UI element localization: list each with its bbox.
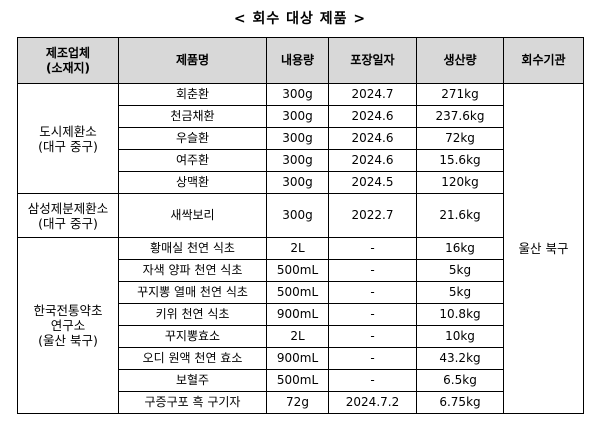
- product-production: 5kg: [416, 281, 504, 304]
- product-name: 구증구포 흑 구기자: [118, 391, 267, 414]
- product-volume: 500mL: [266, 369, 329, 392]
- table-row: 보혈주 500mL - 6.5kg: [18, 369, 584, 392]
- header-maker-line1: 제조업체: [45, 45, 91, 60]
- product-volume: 900mL: [266, 303, 329, 326]
- product-production: 237.6kg: [416, 105, 504, 128]
- maker-name: 삼성제분제환소: [27, 200, 109, 216]
- table-row: 꾸지뽕효소 2L - 10kg: [18, 325, 584, 348]
- product-pack-date: -: [328, 259, 417, 282]
- product-name: 보혈주: [118, 369, 267, 392]
- product-volume: 300g: [266, 127, 329, 150]
- product-pack-date: 2022.7: [328, 193, 417, 238]
- header-maker: 제조업체 (소재지): [17, 37, 119, 84]
- product-production: 72kg: [416, 127, 504, 150]
- maker-location: (대구 중구): [38, 138, 98, 154]
- product-pack-date: -: [328, 303, 417, 326]
- product-volume: 500mL: [266, 281, 329, 304]
- header-pack-date: 포장일자: [328, 37, 417, 84]
- product-name: 새싹보리: [118, 193, 267, 238]
- product-production: 16kg: [416, 237, 504, 260]
- product-name: 꾸지뽕 열매 천연 식초: [118, 281, 267, 304]
- product-pack-date: -: [328, 347, 417, 370]
- product-volume: 300g: [266, 105, 329, 128]
- header-volume: 내용량: [266, 37, 329, 84]
- table-row: 도시제환소 (대구 중구) 회춘환 300g 2024.7 271kg 울산 북…: [17, 83, 584, 414]
- product-pack-date: 2024.7: [328, 83, 417, 106]
- product-production: 5kg: [416, 259, 504, 282]
- product-production: 10.8kg: [416, 303, 504, 326]
- table-row: 한국전통약초 연구소 (울산 북구) 황매실 천연 식초 2L - 16kg: [17, 237, 584, 414]
- product-name: 자색 양파 천연 식초: [118, 259, 267, 282]
- product-production: 15.6kg: [416, 149, 504, 172]
- product-pack-date: 2024.6: [328, 105, 417, 128]
- product-volume: 500mL: [266, 259, 329, 282]
- maker-name: 한국전통약초: [33, 303, 103, 318]
- product-volume: 300g: [266, 171, 329, 194]
- table-row: 자색 양파 천연 식초 500mL - 5kg: [18, 259, 584, 282]
- maker-cell: 삼성제분제환소 (대구 중구): [17, 193, 119, 238]
- header-agency: 회수기관: [503, 37, 584, 84]
- table-row: 상맥환 300g 2024.5 120kg: [18, 171, 584, 194]
- product-name: 황매실 천연 식초: [118, 237, 267, 260]
- maker-name-cont: 연구소: [50, 318, 86, 333]
- product-production: 43.2kg: [416, 347, 504, 370]
- product-volume: 2L: [266, 237, 329, 260]
- product-pack-date: 2024.5: [328, 171, 417, 194]
- product-name: 여주환: [118, 149, 267, 172]
- product-volume: 900mL: [266, 347, 329, 370]
- product-pack-date: 2024.6: [328, 149, 417, 172]
- product-production: 10kg: [416, 325, 504, 348]
- product-volume: 300g: [266, 193, 329, 238]
- header-maker-line2: (소재지): [45, 60, 91, 75]
- product-name: 우슬환: [118, 127, 267, 150]
- table-row: 구증구포 흑 구기자 72g 2024.7.2 6.75kg: [18, 391, 584, 414]
- maker-cell: 도시제환소 (대구 중구): [17, 83, 119, 194]
- product-name: 천금채환: [118, 105, 267, 128]
- table-header-row: 제조업체 (소재지) 제품명 내용량 포장일자 생산량 회수기관: [17, 37, 584, 84]
- product-production: 271kg: [416, 83, 504, 106]
- product-volume: 2L: [266, 325, 329, 348]
- product-name: 회춘환: [118, 83, 267, 106]
- document-title: < 회수 대상 제품 >: [233, 11, 367, 27]
- table-row: 오디 원액 천연 효소 900mL - 43.2kg: [18, 347, 584, 370]
- product-production: 6.75kg: [416, 391, 504, 414]
- table-row: 삼성제분제환소 (대구 중구) 새싹보리 300g 2022.7 21.6kg: [17, 193, 584, 238]
- product-production: 21.6kg: [416, 193, 504, 238]
- product-pack-date: -: [328, 325, 417, 348]
- product-production: 120kg: [416, 171, 504, 194]
- agency-cell: 울산 북구: [503, 83, 584, 414]
- product-pack-date: -: [328, 369, 417, 392]
- maker-location: (대구 중구): [38, 215, 98, 231]
- product-production: 6.5kg: [416, 369, 504, 392]
- product-name: 상맥환: [118, 171, 267, 194]
- recall-products-table: 제조업체 (소재지) 제품명 내용량 포장일자 생산량 회수기관 도시제환소 (…: [17, 37, 584, 414]
- table-row: 꾸지뽕 열매 천연 식초 500mL - 5kg: [18, 281, 584, 304]
- product-pack-date: -: [328, 237, 417, 260]
- product-name: 꾸지뽕효소: [118, 325, 267, 348]
- product-volume: 300g: [266, 149, 329, 172]
- product-volume: 72g: [266, 391, 329, 414]
- maker-name: 도시제환소: [39, 123, 97, 139]
- header-production: 생산량: [416, 37, 504, 84]
- product-volume: 300g: [266, 83, 329, 106]
- product-pack-date: 2024.6: [328, 127, 417, 150]
- product-pack-date: 2024.7.2: [328, 391, 417, 414]
- product-name: 키위 천연 식초: [118, 303, 267, 326]
- product-name: 오디 원액 천연 효소: [118, 347, 267, 370]
- product-pack-date: -: [328, 281, 417, 304]
- maker-cell: 한국전통약초 연구소 (울산 북구): [17, 237, 119, 414]
- table-row: 여주환 300g 2024.6 15.6kg: [18, 149, 584, 172]
- maker-location: (울산 북구): [38, 333, 98, 348]
- header-product: 제품명: [118, 37, 267, 84]
